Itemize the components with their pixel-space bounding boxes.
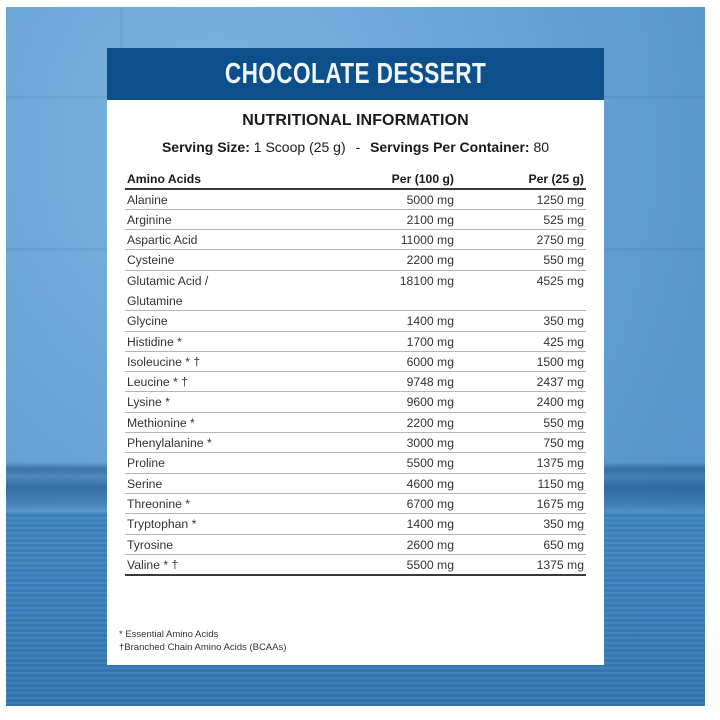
amount-per-100g: 6700 mg [305, 493, 456, 515]
amount-per-25g: 550 mg [456, 412, 586, 434]
servings-per-container-value: 80 [533, 139, 550, 155]
column-header-per-25g: Per (25 g) [456, 170, 586, 190]
amino-name: Histidine * [125, 331, 305, 352]
amount-per-25g: 4525 mg [456, 270, 586, 312]
nutrition-label-card: CHOCOLATE DESSERT NUTRITIONAL INFORMATIO… [107, 48, 604, 665]
amino-name: Cysteine [125, 249, 305, 271]
amount-per-100g: 2100 mg [305, 209, 456, 231]
amino-name: Threonine * [125, 493, 305, 515]
amount-per-100g: 1400 mg [305, 513, 456, 535]
amino-name: Leucine * † [125, 371, 305, 393]
amount-per-25g: 350 mg [456, 513, 586, 535]
amino-name-line2: Glutamine [127, 293, 183, 308]
table-row: Methionine * 2200 mg 550 mg [125, 412, 586, 434]
amount-per-25g: 1250 mg [456, 189, 586, 210]
amino-name-cell: Glutamic Acid / Glutamine [125, 270, 305, 312]
table-row: Tryptophan * 1400 mg 350 mg [125, 513, 586, 535]
table-row: Aspartic Acid 11000 mg 2750 mg [125, 229, 586, 251]
table-row: Valine * † 5500 mg 1375 mg [125, 554, 586, 576]
table-row: Proline 5500 mg 1375 mg [125, 452, 586, 474]
table-row: Glycine 1400 mg 350 mg [125, 310, 586, 332]
amount-per-100g: 2200 mg [305, 412, 456, 434]
amount-per-25g: 750 mg [456, 432, 586, 454]
amino-name: Valine * † [125, 554, 305, 576]
amino-name: Serine [125, 473, 305, 494]
amount-per-25g: 2437 mg [456, 371, 586, 393]
amino-name: Tyrosine [125, 534, 305, 555]
amount-per-25g: 1375 mg [456, 554, 586, 576]
amino-name: Methionine * [125, 412, 305, 434]
serving-size-label: Serving Size: [161, 139, 250, 155]
table-row: Arginine 2100 mg 525 mg [125, 209, 586, 231]
amount-per-100g: 1700 mg [305, 331, 456, 352]
amino-name: Aspartic Acid [125, 229, 305, 251]
table-row: Lysine * 9600 mg 2400 mg [125, 391, 586, 413]
amount-per-25g: 525 mg [456, 209, 586, 231]
amount-per-100g: 2600 mg [305, 534, 456, 555]
nutritional-info-heading: NUTRITIONAL INFORMATION [242, 112, 469, 129]
footnote-bcaa: †Branched Chain Amino Acids (BCAAs) [119, 642, 287, 653]
amount-per-100g: 9600 mg [305, 391, 456, 413]
amount-per-100g: 2200 mg [305, 249, 456, 271]
flavor-title: CHOCOLATE DESSERT [224, 57, 487, 90]
amount-per-25g: 1375 mg [456, 452, 586, 474]
amino-name: Glycine [125, 310, 305, 332]
table-row: Alanine 5000 mg 1250 mg [125, 189, 586, 210]
amount-per-25g: 1500 mg [456, 351, 586, 373]
table-row: Isoleucine * † 6000 mg 1500 mg [125, 351, 586, 373]
serving-line: Serving Size: 1 Scoop (25 g) - Servings … [107, 139, 604, 155]
amount-per-25g: 350 mg [456, 310, 586, 332]
amino-name: Glutamic Acid / [127, 273, 209, 288]
amount-per-100g: 11000 mg [305, 229, 456, 251]
amount-per-100g: 9748 mg [305, 371, 456, 393]
column-header-amino-acids: Amino Acids [125, 170, 305, 190]
table-row: Glutamic Acid / Glutamine 18100 mg 4525 … [125, 270, 586, 312]
amount-per-100g: 1400 mg [305, 310, 456, 332]
table-header-row: Amino Acids Per (100 g) Per (25 g) [125, 170, 586, 190]
amount-per-100g: 3000 mg [305, 432, 456, 454]
amino-name: Tryptophan * [125, 513, 305, 535]
amino-name: Isoleucine * † [125, 351, 305, 373]
amino-name: Arginine [125, 209, 305, 231]
column-header-per-100g: Per (100 g) [305, 170, 456, 190]
footnote-essential: * Essential Amino Acids [119, 629, 219, 640]
table-row: Histidine * 1700 mg 425 mg [125, 331, 586, 352]
table-row: Tyrosine 2600 mg 650 mg [125, 534, 586, 555]
amount-per-25g: 1675 mg [456, 493, 586, 515]
amount-per-100g: 4600 mg [305, 473, 456, 494]
amount-per-100g: 6000 mg [305, 351, 456, 373]
table-row: Cysteine 2200 mg 550 mg [125, 249, 586, 271]
amino-acid-table: Amino Acids Per (100 g) Per (25 g) Alani… [125, 170, 586, 576]
amino-name: Alanine [125, 189, 305, 210]
amount-per-25g: 1150 mg [456, 473, 586, 494]
amount-per-100g: 5500 mg [305, 452, 456, 474]
table-row: Threonine * 6700 mg 1675 mg [125, 493, 586, 515]
table-row: Leucine * † 9748 mg 2437 mg [125, 371, 586, 393]
amino-name: Lysine * [125, 391, 305, 413]
amount-per-25g: 425 mg [456, 331, 586, 352]
serving-size-value: 1 Scoop (25 g) [253, 139, 346, 155]
flavor-banner: CHOCOLATE DESSERT [107, 48, 604, 100]
amino-name: Proline [125, 452, 305, 474]
amount-per-25g: 2750 mg [456, 229, 586, 251]
table-row: Serine 4600 mg 1150 mg [125, 473, 586, 494]
footnotes: * Essential Amino Acids †Branched Chain … [119, 628, 286, 654]
table-row: Phenylalanine * 3000 mg 750 mg [125, 432, 586, 454]
amount-per-25g: 550 mg [456, 249, 586, 271]
servings-per-container-label: Servings Per Container: [370, 139, 530, 155]
amount-per-100g: 5500 mg [305, 554, 456, 576]
amount-per-25g: 650 mg [456, 534, 586, 555]
amount-per-100g: 5000 mg [305, 189, 456, 210]
amino-name: Phenylalanine * [125, 432, 305, 454]
amount-per-25g: 2400 mg [456, 391, 586, 413]
amount-per-100g: 18100 mg [305, 270, 456, 312]
serving-separator: - [355, 139, 361, 155]
